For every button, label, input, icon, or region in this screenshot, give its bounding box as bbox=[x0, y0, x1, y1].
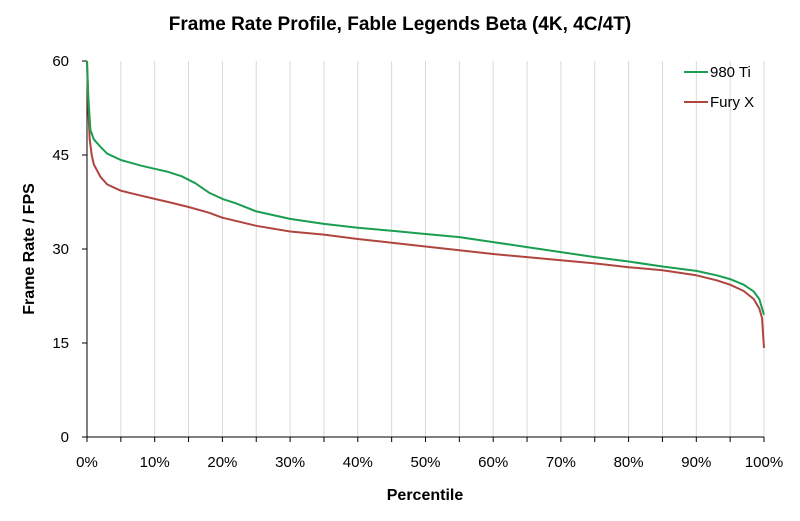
series-line bbox=[86, 60, 765, 316]
x-tick-label: 90% bbox=[681, 454, 711, 471]
x-tick-label: 70% bbox=[546, 454, 576, 471]
legend-label: 980 Ti bbox=[710, 64, 751, 81]
x-tick-label: 30% bbox=[275, 454, 305, 471]
x-tick-label: 10% bbox=[140, 454, 170, 471]
x-tick-label: 20% bbox=[207, 454, 237, 471]
x-axis-title: Percentile bbox=[387, 487, 464, 504]
y-tick-label: 0 bbox=[61, 429, 69, 446]
x-tick-label: 80% bbox=[614, 454, 644, 471]
legend-label: Fury X bbox=[710, 94, 754, 111]
series-lines bbox=[86, 60, 765, 349]
y-tick-labels: 0 15 30 45 60 bbox=[52, 53, 69, 446]
x-tick-label: 0% bbox=[76, 454, 98, 471]
x-tick-label: 60% bbox=[478, 454, 508, 471]
x-tick-labels: 0% 10% 20% 30% 40% 50% 60% 70% 80% 90% 100% bbox=[76, 454, 783, 471]
y-axis-title: Frame Rate / FPS bbox=[21, 183, 38, 315]
series-line bbox=[86, 60, 765, 349]
y-tick-label: 15 bbox=[52, 335, 69, 352]
x-tick-label: 50% bbox=[410, 454, 440, 471]
x-tick-label: 100% bbox=[745, 454, 783, 471]
y-tick-label: 30 bbox=[52, 241, 69, 258]
axes bbox=[82, 60, 765, 442]
grid-lines bbox=[120, 61, 765, 437]
y-tick-label: 45 bbox=[52, 147, 69, 164]
chart-title: Frame Rate Profile, Fable Legends Beta (… bbox=[169, 14, 631, 35]
x-tick-label: 40% bbox=[343, 454, 373, 471]
y-tick-label: 60 bbox=[52, 53, 69, 70]
legend: 980 Ti Fury X bbox=[684, 64, 754, 111]
